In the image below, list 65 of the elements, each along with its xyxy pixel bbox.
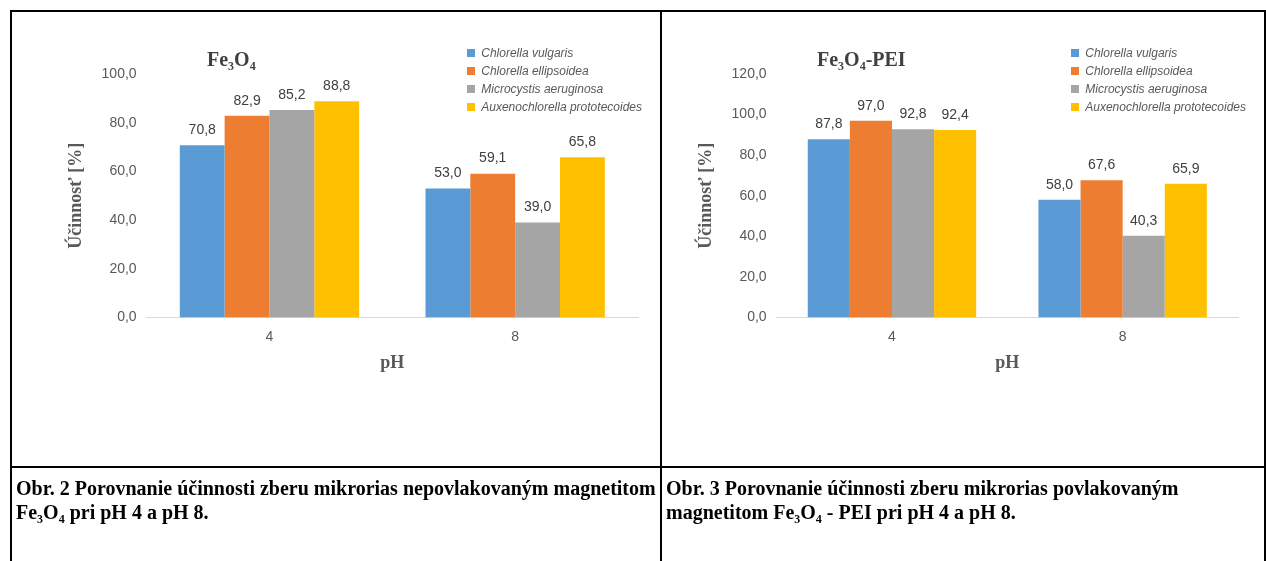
y-axis-title: Účinnosť [%] <box>694 142 716 249</box>
x-tick-label: 8 <box>1118 327 1127 344</box>
x-axis-title: pH <box>995 351 1020 372</box>
bar <box>515 222 560 318</box>
y-tick-label: 40,0 <box>109 211 137 228</box>
data-label: 85,2 <box>278 85 306 102</box>
data-label: 58,0 <box>1045 175 1074 192</box>
data-label: 53,0 <box>434 164 462 181</box>
bar <box>1164 183 1207 318</box>
data-label: 87,8 <box>815 115 843 132</box>
data-label: 82,9 <box>233 91 261 108</box>
y-tick-label: 80,0 <box>739 146 767 163</box>
x-tick-label: 4 <box>888 327 897 344</box>
data-label: 59,1 <box>479 149 507 166</box>
bar <box>179 145 225 318</box>
y-tick-label: 60,0 <box>109 162 137 179</box>
bar <box>891 129 935 318</box>
data-label: 65,9 <box>1172 159 1200 176</box>
y-tick-label: 120,0 <box>731 64 767 81</box>
bar <box>425 188 471 318</box>
chart-title: Fe₃O₄ <box>207 48 256 71</box>
data-label: 88,8 <box>323 77 351 94</box>
data-label: 39,0 <box>523 198 552 215</box>
y-tick-label: 80,0 <box>109 113 137 130</box>
legend-label: Chlorella vulgaris <box>1085 46 1178 60</box>
bar <box>470 173 516 318</box>
data-label: 67,6 <box>1087 156 1116 173</box>
x-tick-label: 4 <box>265 327 274 344</box>
bar <box>269 110 315 318</box>
data-label: 65,8 <box>568 133 597 150</box>
legend-label: Chlorella ellipsoidea <box>481 64 589 78</box>
text: Obr. 2 Porovnanie účinnosti zberu mikrorias nepovlakovaným magnetitom Fe₃O₄ pri pH 4 a pH 8. <box>11 467 661 561</box>
legend-label: Microcystis aeruginosa <box>1085 82 1208 96</box>
y-tick-label: 60,0 <box>739 186 767 203</box>
data-label: 97,0 <box>857 96 885 113</box>
y-axis-title: Účinnosť [%] <box>64 142 86 249</box>
legend-label: Chlorella vulgaris <box>481 46 574 60</box>
y-tick-label: 0,0 <box>117 308 137 325</box>
y-tick-label: 20,0 <box>739 267 767 284</box>
data-label: 92,4 <box>941 105 969 122</box>
bar <box>314 101 360 318</box>
legend-label: Auxenochlorella prototecoides <box>1085 100 1246 114</box>
bar <box>849 120 892 318</box>
y-tick-label: 100,0 <box>101 64 137 81</box>
x-tick-label: 8 <box>511 327 520 344</box>
x-axis-title: pH <box>380 351 405 372</box>
bar <box>1080 180 1123 318</box>
text: Obr. 3 Porovnanie účinnosti zberu mikrorias povlakovaným magnetitom Fe₃O₄ - PEI pri pH 4 a pH 8. <box>661 467 1265 561</box>
bar <box>1122 235 1165 318</box>
bar <box>224 115 270 318</box>
bar <box>560 157 605 318</box>
legend-label: Auxenochlorella prototecoides <box>481 100 642 114</box>
y-tick-label: 0,0 <box>747 308 767 325</box>
chart-title: Fe₃O₄-PEI <box>817 48 906 71</box>
legend-label: Microcystis aeruginosa <box>481 82 604 96</box>
data-label: 92,8 <box>899 105 927 122</box>
legend-label: Chlorella ellipsoidea <box>1085 64 1193 78</box>
y-tick-label: 40,0 <box>739 227 767 244</box>
data-label: 40,3 <box>1130 211 1158 228</box>
bar <box>807 139 850 318</box>
y-tick-label: 20,0 <box>109 259 137 276</box>
y-tick-label: 100,0 <box>731 105 767 122</box>
bar <box>1038 199 1081 318</box>
bar <box>934 130 977 318</box>
data-label: 70,8 <box>188 120 217 137</box>
